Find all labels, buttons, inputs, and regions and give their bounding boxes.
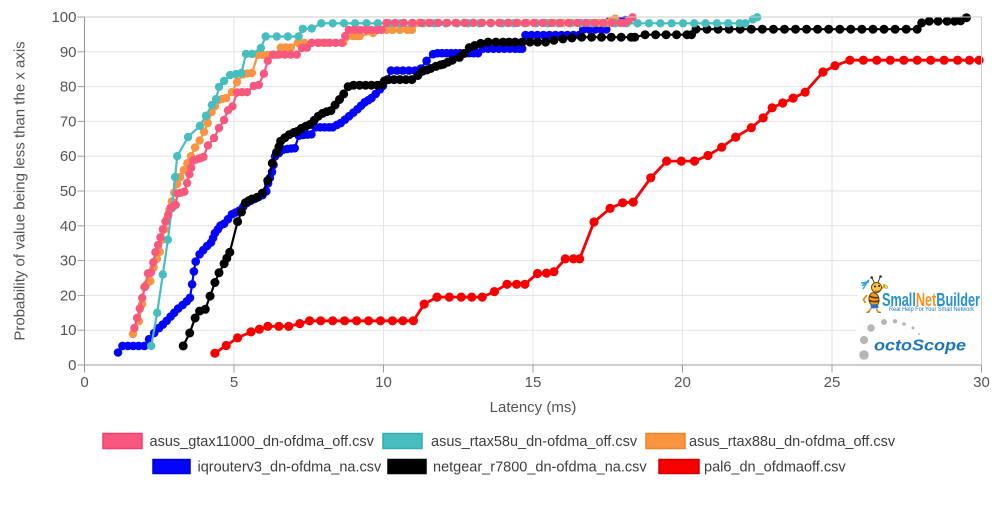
svg-text:90: 90 xyxy=(60,44,77,61)
svg-text:40: 40 xyxy=(60,218,77,235)
svg-text:50: 50 xyxy=(60,183,77,200)
svg-text:netgear_r7800_dn-ofdma_na.csv: netgear_r7800_dn-ofdma_na.csv xyxy=(433,460,647,476)
svg-text:10: 10 xyxy=(375,374,392,391)
svg-text:15: 15 xyxy=(525,374,542,391)
svg-text:20: 20 xyxy=(674,374,691,391)
svg-text:30: 30 xyxy=(60,253,77,270)
svg-text:asus_gtax11000_dn-ofdma_off.cs: asus_gtax11000_dn-ofdma_off.csv xyxy=(150,434,375,450)
svg-text:asus_rtax88u_dn-ofdma_off.csv: asus_rtax88u_dn-ofdma_off.csv xyxy=(689,434,896,450)
svg-text:60: 60 xyxy=(60,148,77,165)
svg-text:5: 5 xyxy=(230,374,238,391)
svg-text:Latency (ms): Latency (ms) xyxy=(490,399,577,416)
svg-text:10: 10 xyxy=(60,322,77,339)
svg-text:20: 20 xyxy=(60,287,77,304)
svg-text:Real Help For Your Small Netwo: Real Help For Your Small Network xyxy=(889,306,975,313)
svg-text:pal6_dn_ofdmaoff.csv: pal6_dn_ofdmaoff.csv xyxy=(704,460,846,476)
svg-text:70: 70 xyxy=(60,113,77,130)
svg-text:SmallNetBuilder: SmallNetBuilder xyxy=(882,290,980,310)
svg-text:asus_rtax58u_dn-ofdma_off.csv: asus_rtax58u_dn-ofdma_off.csv xyxy=(431,434,638,450)
svg-text:80: 80 xyxy=(60,79,77,96)
svg-text:Probability of value being les: Probability of value being less than the… xyxy=(12,41,29,340)
svg-text:octoScope: octoScope xyxy=(874,338,966,355)
svg-text:25: 25 xyxy=(824,374,841,391)
svg-text:0: 0 xyxy=(68,357,76,374)
svg-text:30: 30 xyxy=(973,374,990,391)
svg-text:iqrouterv3_dn-ofdma_na.csv: iqrouterv3_dn-ofdma_na.csv xyxy=(198,460,383,476)
svg-text:100: 100 xyxy=(51,9,76,26)
svg-text:0: 0 xyxy=(80,374,88,391)
